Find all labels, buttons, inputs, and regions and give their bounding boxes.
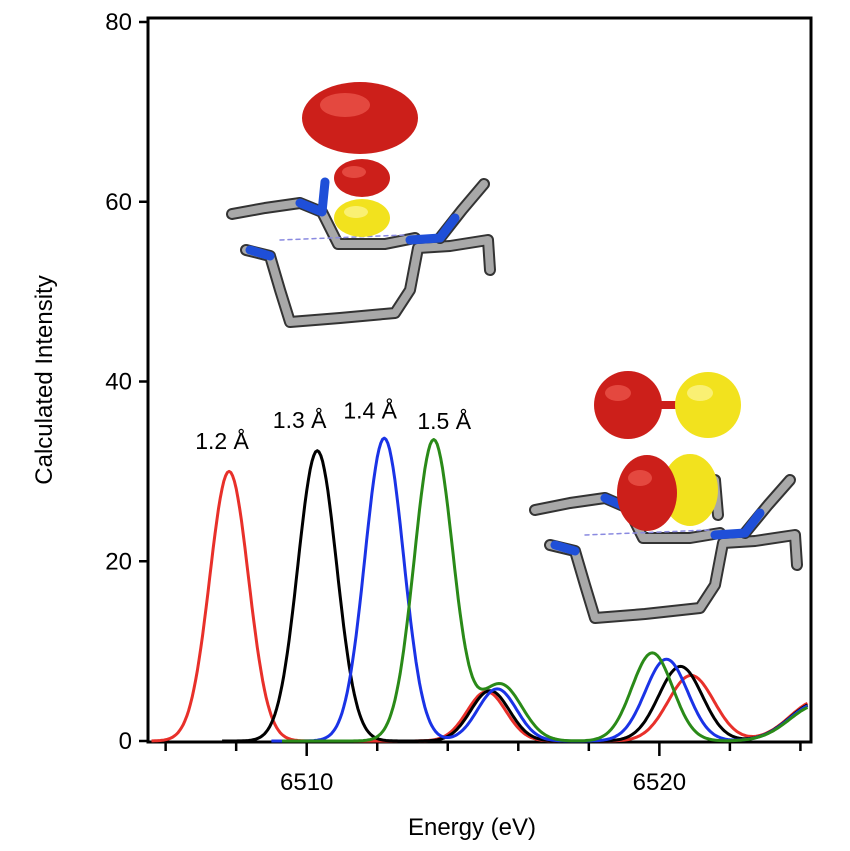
series-annotation: 1.5 Å bbox=[417, 407, 471, 434]
y-tick-label: 40 bbox=[105, 369, 132, 396]
x-axis-label: Energy (eV) bbox=[408, 814, 536, 841]
x-tick-label: 6520 bbox=[633, 769, 686, 796]
y-tick-label: 60 bbox=[105, 189, 132, 216]
molecule-illustration-top bbox=[232, 82, 490, 322]
y-tick-label: 0 bbox=[119, 728, 132, 755]
y-tick-label: 80 bbox=[105, 9, 132, 36]
series-annotation: 1.3 Å bbox=[273, 406, 327, 433]
x-tick-label: 6510 bbox=[280, 769, 333, 796]
molecule-illustration-bottom bbox=[535, 371, 797, 618]
series-line-14 bbox=[271, 438, 807, 741]
y-tick-label: 20 bbox=[105, 548, 132, 575]
series-annotation: 1.4 Å bbox=[343, 396, 397, 423]
y-axis-label: Calculated Intensity bbox=[31, 275, 58, 484]
series-annotation: 1.2 Å bbox=[195, 427, 249, 454]
